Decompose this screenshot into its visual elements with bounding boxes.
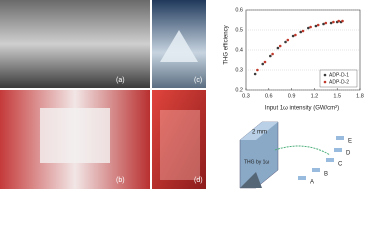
panel-label: (d) (194, 177, 203, 184)
photo-d (152, 90, 206, 189)
diagram-label: THG by 1ω (244, 159, 269, 165)
crystal (40, 108, 110, 163)
point (269, 54, 272, 58)
x-tick-label: 1.8 (356, 93, 364, 99)
panel-label: (a) (116, 77, 125, 84)
x-axis-label: Input 1ω intensity (GW/cm²) (265, 106, 339, 112)
y-tick-label: 0.2 (235, 87, 243, 93)
sample-label: B (324, 172, 328, 178)
point (286, 38, 290, 42)
sample (326, 158, 334, 162)
point (278, 44, 282, 48)
point (322, 22, 325, 26)
legend-marker (323, 73, 327, 77)
point (284, 40, 287, 44)
point (263, 60, 267, 64)
y-tick-label: 0.4 (235, 47, 243, 53)
legend-marker (323, 80, 327, 84)
sample-label: E (348, 139, 352, 145)
point (294, 33, 297, 37)
legend-box (319, 69, 358, 88)
figure: (a) (b) (c) (d) 2 mm THG by 1ω A B C D E… (0, 0, 364, 189)
y-tick-label: 0.5 (235, 27, 243, 33)
sample (334, 148, 342, 152)
arrow (274, 145, 331, 156)
legend-label: ADP-D-2 (329, 79, 349, 85)
point (324, 21, 328, 25)
x-tick-label: 1.5 (333, 93, 341, 99)
point (332, 20, 335, 24)
point (299, 30, 303, 34)
point (341, 19, 344, 23)
diagram-label: 2 mm (252, 130, 267, 136)
x-tick-label: 1.2 (311, 93, 319, 99)
point (316, 23, 320, 27)
point (253, 72, 257, 76)
point (314, 24, 318, 28)
sample (298, 176, 306, 180)
point (307, 26, 310, 30)
point (271, 52, 274, 56)
x-tick-label: 0.6 (265, 93, 273, 99)
point (309, 25, 312, 29)
y-tick-label: 0.3 (235, 67, 243, 73)
panel-label: (b) (116, 177, 125, 184)
point (301, 29, 305, 33)
point (261, 62, 265, 66)
diagram-cut (240, 172, 262, 188)
sample (312, 168, 320, 172)
diagram-crystal-top (240, 122, 278, 140)
point (276, 46, 280, 50)
x-tick-label: 0.9 (288, 93, 296, 99)
point (256, 68, 259, 72)
sample-label: D (346, 151, 351, 157)
point (337, 19, 341, 23)
y-axis-label: THG efficiency (224, 25, 230, 64)
point (291, 34, 295, 38)
y-tick-label: 0.6 (235, 7, 243, 13)
sample (336, 136, 344, 140)
crystal (160, 30, 198, 62)
photo-a (0, 0, 150, 88)
point (329, 21, 333, 25)
panel-label: (c) (194, 77, 202, 84)
legend-label: ADP-D-1 (329, 72, 349, 78)
sample-label: A (310, 180, 314, 186)
x-tick-label: 0.3 (242, 93, 250, 99)
crystal (160, 110, 200, 180)
sample-label: C (338, 162, 343, 168)
